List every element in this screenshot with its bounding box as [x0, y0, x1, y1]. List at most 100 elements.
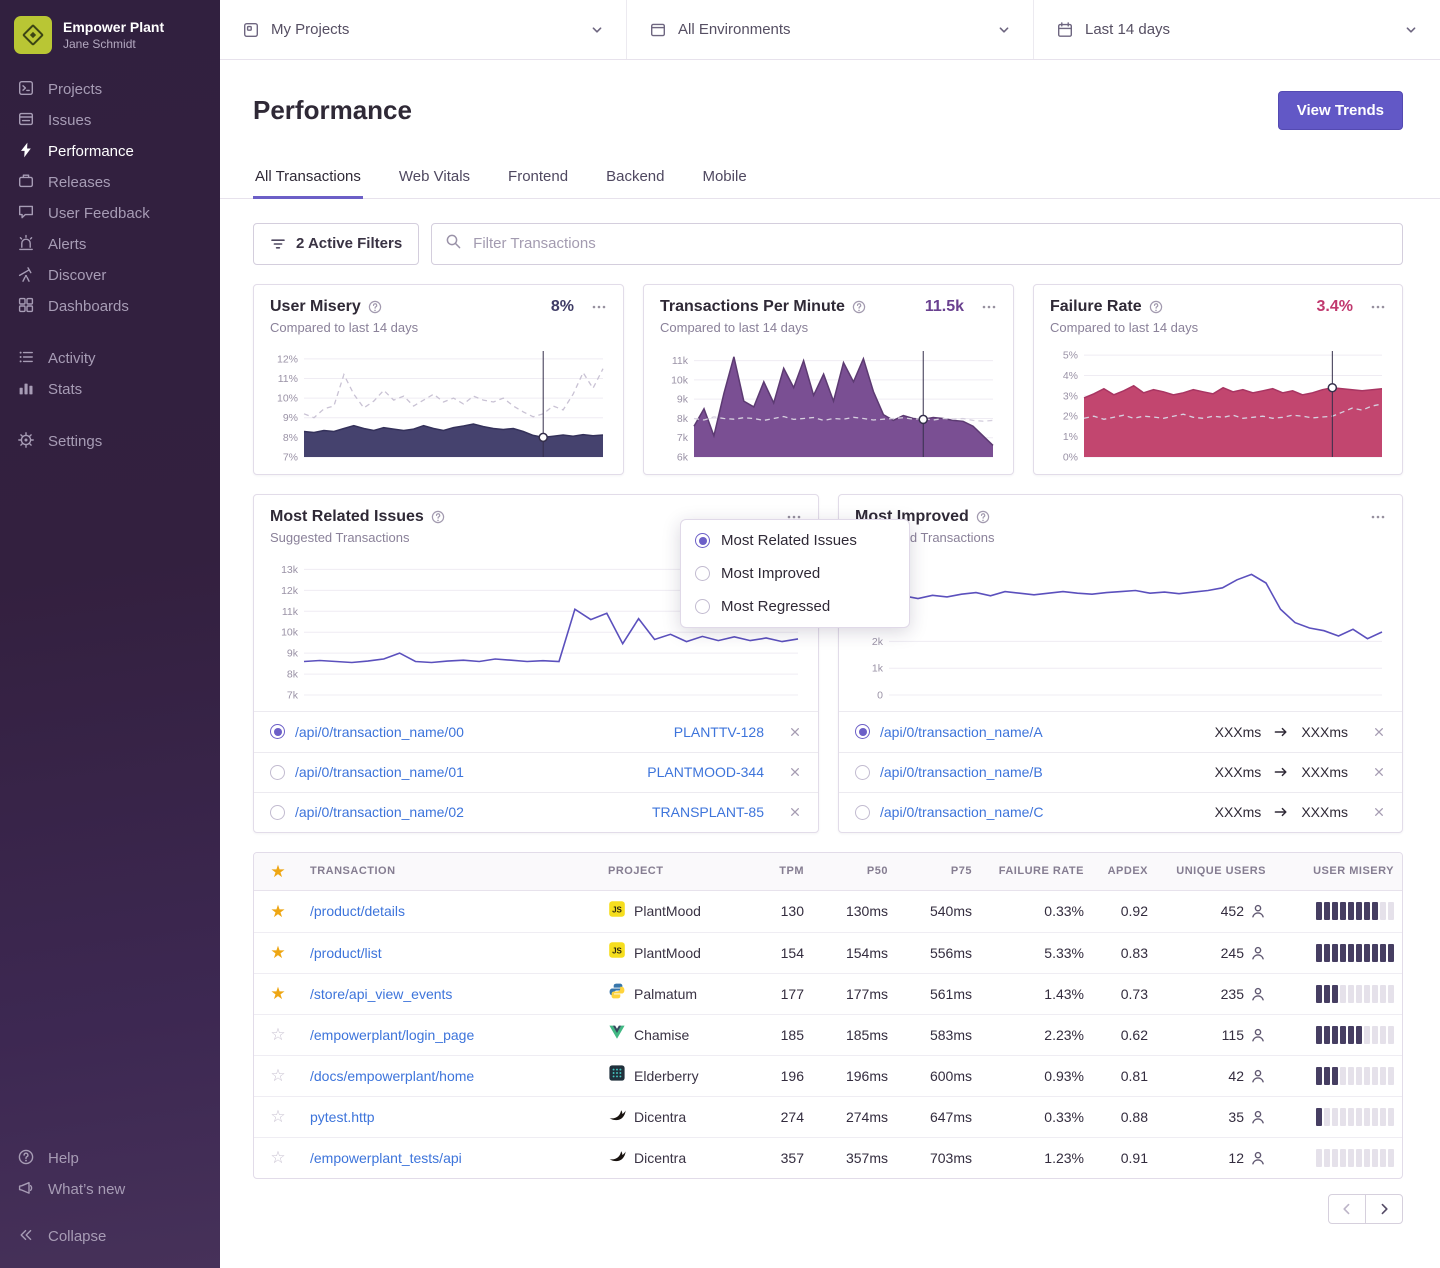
radio-button[interactable]	[270, 724, 285, 740]
tab-frontend[interactable]: Frontend	[508, 167, 569, 185]
next-page-button[interactable]	[1365, 1193, 1403, 1224]
active-filters-button[interactable]: 2 Active Filters	[253, 222, 420, 265]
sidebar-item-collapse[interactable]: Collapse	[0, 1221, 220, 1252]
issue-link[interactable]: TRANSPLANT-85	[651, 804, 764, 821]
telescope-icon	[17, 265, 35, 287]
transaction-link[interactable]: /store/api_view_events	[310, 985, 453, 1002]
sidebar-item-user-feedback[interactable]: User Feedback	[0, 198, 220, 229]
radio-button[interactable]	[855, 804, 870, 820]
transaction-link[interactable]: /product/list	[310, 944, 382, 961]
menu-item-most-regressed[interactable]: Most Regressed	[681, 590, 909, 623]
sidebar-item-activity[interactable]: Activity	[0, 343, 220, 374]
duration-before: XXXms	[1214, 723, 1262, 740]
sidebar-item-releases[interactable]: Releases	[0, 167, 220, 198]
sidebar-item-help[interactable]: Help	[0, 1143, 220, 1174]
star-toggle[interactable]: ☆	[270, 1108, 286, 1126]
sidebar-item-stats[interactable]: Stats	[0, 374, 220, 405]
star-toggle[interactable]: ☆	[270, 1149, 286, 1167]
most-improved-card: Most Improved Suggested Transactions 2k 1…	[838, 493, 1403, 833]
sidebar-item-alerts[interactable]: Alerts	[0, 229, 220, 260]
star-toggle[interactable]: ☆	[270, 1067, 286, 1085]
star-toggle[interactable]: ☆	[270, 1026, 286, 1044]
transaction-link[interactable]: /api/0/transaction_name/C	[880, 804, 1044, 821]
close-icon[interactable]	[1372, 765, 1386, 779]
column-header-failure-rate[interactable]: FAILURE RATE	[998, 865, 1084, 878]
menu-item-most-related-issues[interactable]: Most Related Issues	[681, 524, 909, 557]
sidebar-item-discover[interactable]: Discover	[0, 260, 220, 291]
project-filter-dropdown[interactable]: My Projects	[220, 0, 627, 59]
column-header-p75[interactable]: P75	[950, 865, 972, 878]
help-icon[interactable]	[852, 300, 866, 314]
column-header-unique-users[interactable]: UNIQUE USERS	[1176, 865, 1266, 878]
most-improved-chart[interactable]: 2k 1k 0	[855, 553, 1386, 701]
star-toggle[interactable]: ★	[270, 985, 286, 1003]
column-header-tpm[interactable]: TPM	[779, 865, 804, 878]
help-icon[interactable]	[431, 510, 445, 524]
sidebar-item-dashboards[interactable]: Dashboards	[0, 291, 220, 322]
options-icon[interactable]	[591, 299, 607, 315]
issue-link[interactable]: PLANTMOOD-344	[647, 764, 764, 781]
star-toggle[interactable]: ★	[270, 902, 286, 920]
svg-text:8k: 8k	[677, 413, 689, 425]
radio-button[interactable]	[270, 804, 285, 820]
user-misery-bars	[1316, 1148, 1394, 1167]
column-header-apdex[interactable]: APDEX	[1107, 865, 1148, 878]
filter-icon	[270, 236, 286, 252]
column-header-transaction[interactable]: TRANSACTION	[310, 865, 396, 878]
transaction-link[interactable]: pytest.http	[310, 1108, 375, 1125]
transaction-link[interactable]: /empowerplant/login_page	[310, 1026, 475, 1043]
svg-text:10k: 10k	[671, 374, 689, 386]
sidebar-item-issues[interactable]: Issues	[0, 105, 220, 136]
stat-card-row: User Misery 8% Compared to last 14 days …	[253, 283, 1403, 475]
transaction-link[interactable]: /api/0/transaction_name/00	[295, 723, 464, 740]
help-icon[interactable]	[976, 510, 990, 524]
tab-mobile[interactable]: Mobile	[702, 167, 747, 185]
help-icon[interactable]	[368, 300, 382, 314]
sidebar-item-performance[interactable]: Performance	[0, 136, 220, 167]
tpm-chart[interactable]: 11k 10k 9k 8k 7k 6k	[660, 343, 997, 463]
unique-users-value: 12	[1228, 1149, 1244, 1166]
transaction-link[interactable]: /api/0/transaction_name/B	[880, 764, 1043, 781]
options-icon[interactable]	[1370, 509, 1386, 525]
previous-page-button[interactable]	[1328, 1193, 1366, 1224]
environment-filter-dropdown[interactable]: All Environments	[627, 0, 1034, 59]
close-icon[interactable]	[1372, 805, 1386, 819]
date-range-dropdown[interactable]: Last 14 days	[1034, 0, 1440, 59]
options-icon[interactable]	[981, 299, 997, 315]
arrow-right-icon	[1273, 804, 1289, 820]
transaction-link[interactable]: /api/0/transaction_name/02	[295, 804, 464, 821]
transaction-link[interactable]: /docs/empowerplant/home	[310, 1067, 475, 1084]
view-trends-button[interactable]: View Trends	[1277, 91, 1403, 131]
radio-button[interactable]	[855, 724, 870, 740]
tab-web-vitals[interactable]: Web Vitals	[398, 167, 471, 185]
transaction-link[interactable]: /empowerplant_tests/api	[310, 1149, 462, 1166]
star-column-icon[interactable]: ★	[270, 862, 286, 880]
search-input[interactable]	[471, 234, 1389, 254]
tab-all-transactions[interactable]: All Transactions	[253, 166, 363, 199]
issue-link[interactable]: PLANTTV-128	[673, 723, 764, 740]
org-switcher[interactable]: Empower Plant Jane Schmidt	[0, 0, 220, 68]
column-header-p50[interactable]: P50	[866, 865, 888, 878]
close-icon[interactable]	[1372, 725, 1386, 739]
transaction-link[interactable]: /api/0/transaction_name/01	[295, 764, 464, 781]
sidebar-item-settings[interactable]: Settings	[0, 426, 220, 457]
failure-rate-value: 1.23%	[1044, 1149, 1084, 1166]
help-icon[interactable]	[1149, 300, 1163, 314]
sidebar-item-whats-new[interactable]: What’s new	[0, 1174, 220, 1205]
failure-rate-chart[interactable]: 5% 4% 3% 2% 1% 0%	[1050, 343, 1386, 463]
transaction-link[interactable]: /api/0/transaction_name/A	[880, 723, 1043, 740]
transaction-link[interactable]: /product/details	[310, 903, 405, 920]
column-header-project[interactable]: PROJECT	[608, 865, 664, 878]
options-icon[interactable]	[1370, 299, 1386, 315]
menu-item-most-improved[interactable]: Most Improved	[681, 557, 909, 590]
user-misery-chart[interactable]: 12% 11% 10% 9% 8% 7%	[270, 343, 607, 463]
radio-button[interactable]	[855, 764, 870, 780]
close-icon[interactable]	[788, 805, 802, 819]
column-header-user-misery[interactable]: USER MISERY	[1313, 865, 1394, 878]
tab-backend[interactable]: Backend	[606, 167, 665, 185]
close-icon[interactable]	[788, 725, 802, 739]
sidebar-item-projects[interactable]: Projects	[0, 74, 220, 105]
close-icon[interactable]	[788, 765, 802, 779]
star-toggle[interactable]: ★	[270, 944, 286, 962]
radio-button[interactable]	[270, 764, 285, 780]
